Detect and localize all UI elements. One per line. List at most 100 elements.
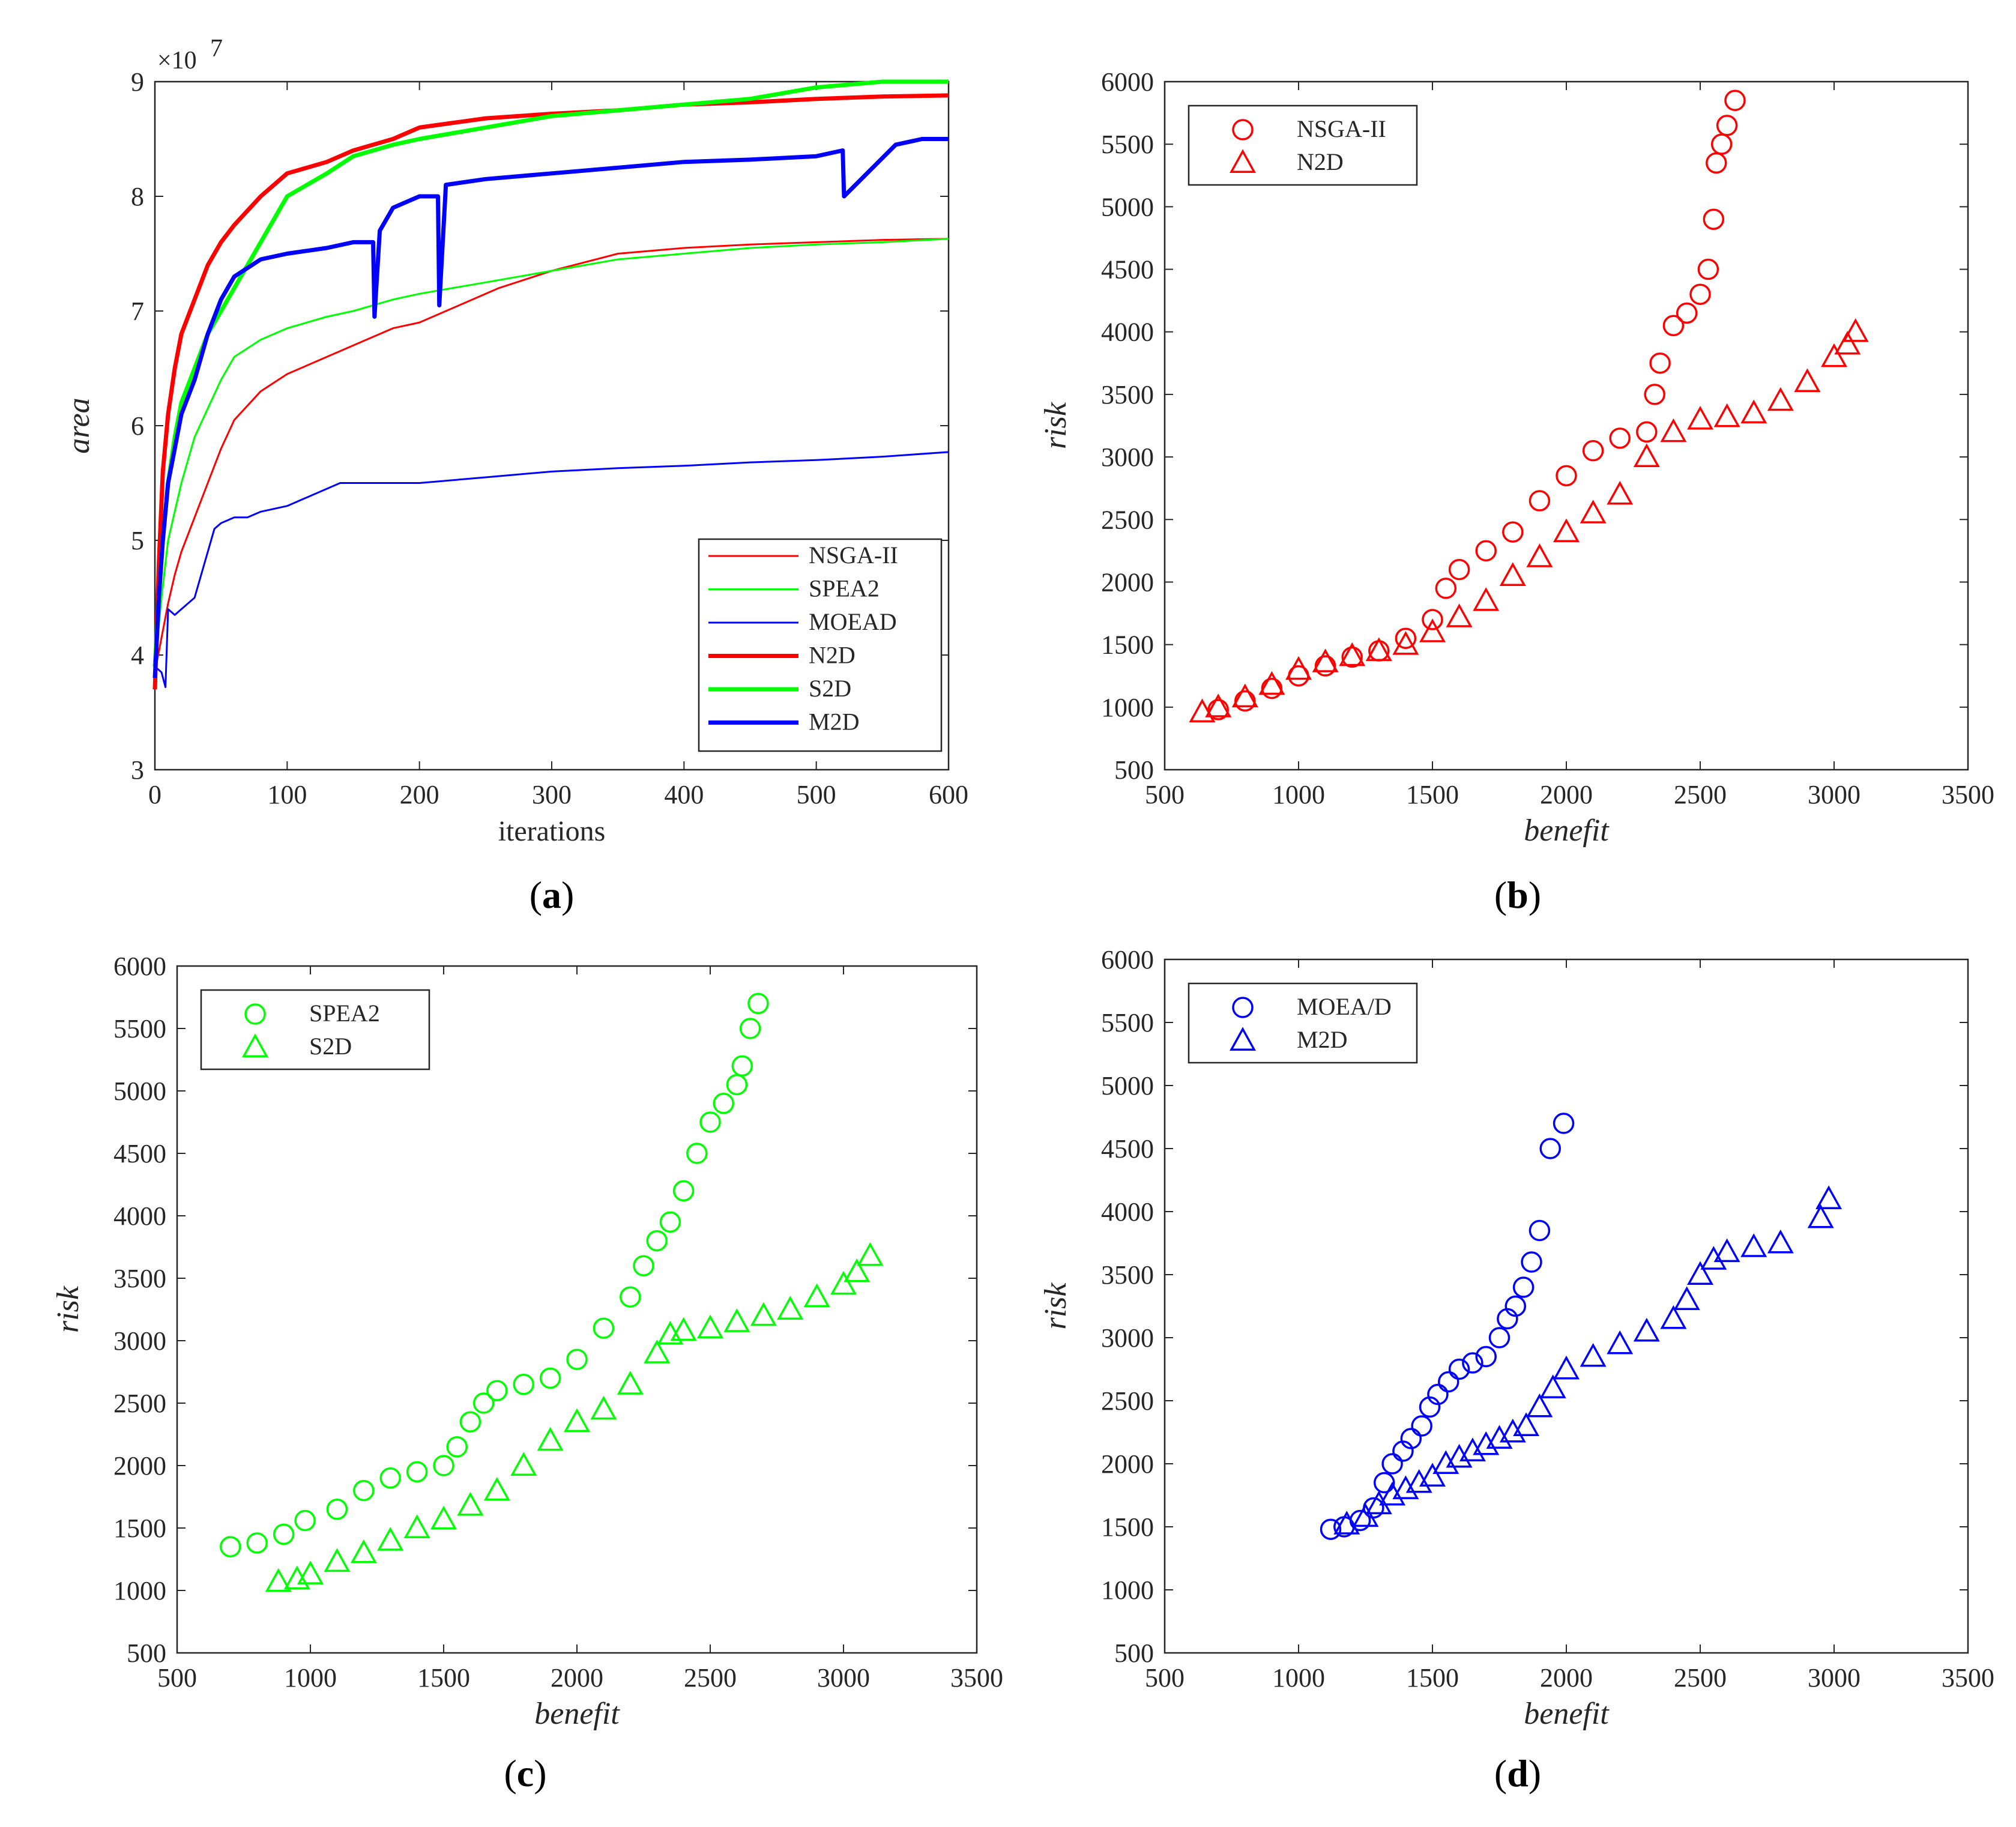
- y-tick-label: 5500: [113, 1014, 166, 1043]
- point-n2d: [1231, 683, 1258, 708]
- point-n2d: [1842, 318, 1869, 342]
- x-tick-label: 500: [157, 1663, 197, 1693]
- y-tick-label: 6: [131, 411, 144, 441]
- point-spea2: [326, 1499, 348, 1520]
- point-moea/d: [1400, 1428, 1422, 1449]
- x-tick-label: 2500: [684, 1663, 737, 1693]
- point-m2d: [1740, 1233, 1767, 1257]
- point-nsga-ii: [1261, 677, 1283, 699]
- y-tick-label: 2000: [1101, 567, 1154, 597]
- point-n2d: [1633, 443, 1660, 468]
- point-moea/d: [1448, 1358, 1470, 1380]
- y-tick-label: 500: [127, 1638, 166, 1668]
- caption-letter: d: [1507, 1752, 1529, 1795]
- panel-d: 500 1000 1500 2000 2500 3000 3500 500 1000 1500 20…: [1039, 945, 1994, 1795]
- point-nsga-ii: [1234, 690, 1256, 712]
- point-m2d: [1553, 1355, 1580, 1380]
- x-axis-label: iterations: [498, 815, 606, 847]
- x-tick-label: 3000: [1808, 1663, 1861, 1693]
- caption-b: (b): [1494, 874, 1541, 916]
- point-m2d: [1446, 1443, 1473, 1468]
- point-m2d: [1767, 1229, 1794, 1254]
- point-s2d: [644, 1339, 671, 1363]
- point-m2d: [1807, 1204, 1834, 1228]
- point-spea2: [731, 1055, 753, 1077]
- point-spea2: [294, 1509, 316, 1532]
- legend-c: SPEA2 S2D: [200, 989, 430, 1071]
- legend-label-n2d: N2D: [809, 642, 856, 669]
- point-nsga-ii: [1435, 578, 1457, 599]
- point-spea2: [539, 1367, 561, 1389]
- point-n2d: [1526, 543, 1553, 567]
- point-n2d: [1473, 587, 1500, 611]
- point-m2d: [1815, 1185, 1842, 1209]
- legend-label-spea2: SPEA2: [309, 1000, 380, 1027]
- point-n2d: [1821, 343, 1847, 367]
- point-m2d: [1660, 1305, 1687, 1329]
- legend-label-s2d: S2D: [809, 675, 851, 702]
- x-tick-label: 2000: [551, 1663, 603, 1693]
- x-tick-label: 300: [532, 780, 572, 809]
- x-tick-label: 2000: [1540, 780, 1593, 809]
- point-s2d: [457, 1491, 484, 1516]
- point-nsga-ii: [1395, 627, 1417, 649]
- y-tick-label: 500: [1114, 755, 1154, 785]
- y-tick-label: 1000: [1101, 693, 1154, 722]
- point-spea2: [406, 1461, 428, 1483]
- legend-box: [1188, 982, 1418, 1064]
- x-axis-label: benefit: [1524, 814, 1610, 848]
- series-line-m2d: [152, 137, 949, 678]
- point-nsga-ii: [1529, 490, 1551, 512]
- y-axis-label: risk: [1039, 402, 1073, 449]
- point-n2d: [1660, 418, 1687, 442]
- point-m2d: [1526, 1393, 1553, 1418]
- x-tick-label: 200: [400, 780, 439, 809]
- point-nsga-ii: [1724, 89, 1746, 112]
- point-spea2: [739, 1018, 761, 1039]
- y-tick-label: 4000: [113, 1201, 166, 1231]
- caption-d: (d): [1494, 1752, 1541, 1795]
- legend-label-nsga-ii: NSGA-II: [1297, 115, 1386, 142]
- point-n2d: [1834, 330, 1861, 355]
- y-tick-label: 7: [131, 297, 144, 326]
- y-tick-label: 2000: [113, 1451, 166, 1481]
- point-nsga-ii: [1710, 133, 1733, 155]
- y-tick-label: 2500: [1101, 1386, 1154, 1416]
- point-m2d: [1607, 1330, 1634, 1354]
- point-m2d: [1580, 1342, 1607, 1367]
- y-tick-label: 3500: [1101, 380, 1154, 409]
- caption-c: (c): [504, 1752, 546, 1795]
- point-nsga-ii: [1556, 465, 1577, 487]
- y-tick-label: 5500: [1101, 1008, 1154, 1037]
- legend-marker-spea2: [244, 1003, 266, 1025]
- point-m2d: [1432, 1450, 1459, 1474]
- x-tick-label: 500: [1145, 780, 1185, 809]
- point-n2d: [1767, 387, 1794, 411]
- point-n2d: [1312, 648, 1339, 672]
- point-n2d: [1258, 671, 1285, 695]
- panel-b: 500 1000 1500 2000 2500 3000 3500 500 1000 1500 20…: [1039, 67, 1994, 916]
- point-spea2: [513, 1374, 534, 1395]
- x-tick-label: 2500: [1674, 1663, 1727, 1693]
- point-moea/d: [1381, 1453, 1403, 1475]
- point-nsga-ii: [1609, 427, 1631, 449]
- point-spea2: [220, 1536, 241, 1557]
- point-s2d: [750, 1302, 777, 1326]
- point-s2d: [857, 1242, 884, 1266]
- point-moea/d: [1392, 1440, 1414, 1462]
- point-nsga-ii: [1689, 283, 1711, 305]
- legend-marker-m2d: [1230, 1027, 1256, 1051]
- legend-b: NSGA-II N2D: [1188, 104, 1418, 186]
- point-s2d: [830, 1270, 857, 1295]
- point-spea2: [699, 1111, 721, 1133]
- point-n2d: [1339, 642, 1366, 666]
- point-s2d: [723, 1308, 750, 1332]
- point-s2d: [324, 1548, 351, 1572]
- x-tick-label: 0: [148, 780, 161, 809]
- point-s2d: [537, 1427, 564, 1451]
- point-spea2: [433, 1455, 454, 1476]
- point-n2d: [1713, 403, 1740, 427]
- x-tick-label: 100: [267, 780, 307, 809]
- point-n2d: [1205, 693, 1232, 717]
- point-nsga-ii: [1582, 439, 1604, 462]
